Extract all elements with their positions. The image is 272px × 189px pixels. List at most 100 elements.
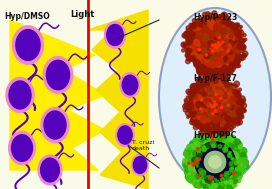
Circle shape <box>237 99 242 104</box>
Circle shape <box>199 109 201 111</box>
Circle shape <box>237 47 241 51</box>
Circle shape <box>206 103 214 111</box>
Circle shape <box>217 28 224 35</box>
Circle shape <box>239 160 245 167</box>
Circle shape <box>192 33 197 38</box>
Circle shape <box>221 106 223 108</box>
Text: T. cruzi
death: T. cruzi death <box>132 140 154 151</box>
Circle shape <box>235 37 243 45</box>
Circle shape <box>214 107 219 112</box>
Circle shape <box>215 57 223 66</box>
Circle shape <box>197 158 200 161</box>
Circle shape <box>187 105 190 108</box>
Circle shape <box>214 49 219 54</box>
Circle shape <box>220 132 223 136</box>
Circle shape <box>210 94 214 98</box>
Circle shape <box>223 41 226 44</box>
Circle shape <box>187 175 193 181</box>
Circle shape <box>217 39 223 45</box>
Circle shape <box>236 55 242 60</box>
Circle shape <box>208 187 213 189</box>
Circle shape <box>201 98 207 105</box>
Circle shape <box>228 28 233 33</box>
Circle shape <box>228 171 231 174</box>
Circle shape <box>221 178 225 182</box>
Circle shape <box>212 64 218 70</box>
Circle shape <box>202 104 209 112</box>
Circle shape <box>231 57 239 65</box>
Circle shape <box>213 63 219 68</box>
Circle shape <box>203 136 207 140</box>
Circle shape <box>205 82 208 85</box>
Circle shape <box>216 101 220 105</box>
Circle shape <box>236 161 242 168</box>
Circle shape <box>191 175 198 181</box>
Circle shape <box>211 41 215 45</box>
Circle shape <box>220 36 223 40</box>
Circle shape <box>214 98 221 105</box>
Circle shape <box>229 66 231 68</box>
Circle shape <box>214 17 217 19</box>
Circle shape <box>220 91 222 94</box>
Circle shape <box>210 49 214 53</box>
Circle shape <box>230 118 235 123</box>
Circle shape <box>221 36 226 41</box>
Circle shape <box>221 112 226 118</box>
Circle shape <box>182 49 185 52</box>
Circle shape <box>213 103 216 106</box>
Circle shape <box>199 125 205 130</box>
Circle shape <box>225 134 227 137</box>
Circle shape <box>209 22 218 30</box>
Circle shape <box>211 42 214 45</box>
Circle shape <box>216 47 219 50</box>
Circle shape <box>190 153 193 156</box>
Circle shape <box>227 84 232 88</box>
Circle shape <box>201 97 207 103</box>
Circle shape <box>224 108 227 111</box>
Circle shape <box>190 29 193 33</box>
Circle shape <box>234 59 239 63</box>
Circle shape <box>222 97 230 105</box>
Circle shape <box>227 103 231 107</box>
Circle shape <box>218 36 226 44</box>
Circle shape <box>209 63 212 67</box>
Circle shape <box>236 162 239 165</box>
Circle shape <box>202 97 206 102</box>
Circle shape <box>216 87 223 94</box>
Circle shape <box>213 50 220 56</box>
Circle shape <box>223 103 229 109</box>
Circle shape <box>200 41 205 46</box>
Circle shape <box>218 27 224 33</box>
Circle shape <box>206 81 210 85</box>
Circle shape <box>227 69 230 71</box>
Circle shape <box>190 150 194 155</box>
Circle shape <box>209 57 215 63</box>
Circle shape <box>209 48 214 53</box>
Circle shape <box>214 102 218 107</box>
Circle shape <box>206 178 208 180</box>
Circle shape <box>187 104 193 111</box>
Circle shape <box>212 109 218 115</box>
Circle shape <box>202 177 204 180</box>
Circle shape <box>239 167 241 170</box>
Circle shape <box>191 176 195 180</box>
Circle shape <box>227 91 234 99</box>
Circle shape <box>189 35 194 40</box>
Circle shape <box>192 116 195 118</box>
Circle shape <box>235 47 240 51</box>
Circle shape <box>220 28 225 34</box>
Circle shape <box>207 55 213 62</box>
Circle shape <box>197 77 202 82</box>
Circle shape <box>220 95 224 98</box>
Circle shape <box>197 152 201 156</box>
Circle shape <box>225 26 230 31</box>
Circle shape <box>213 102 220 109</box>
Circle shape <box>222 127 226 131</box>
Circle shape <box>204 46 208 50</box>
Circle shape <box>217 106 224 113</box>
Circle shape <box>209 82 212 85</box>
Circle shape <box>215 76 222 83</box>
Circle shape <box>197 50 201 53</box>
Circle shape <box>234 39 241 47</box>
Circle shape <box>212 45 218 50</box>
